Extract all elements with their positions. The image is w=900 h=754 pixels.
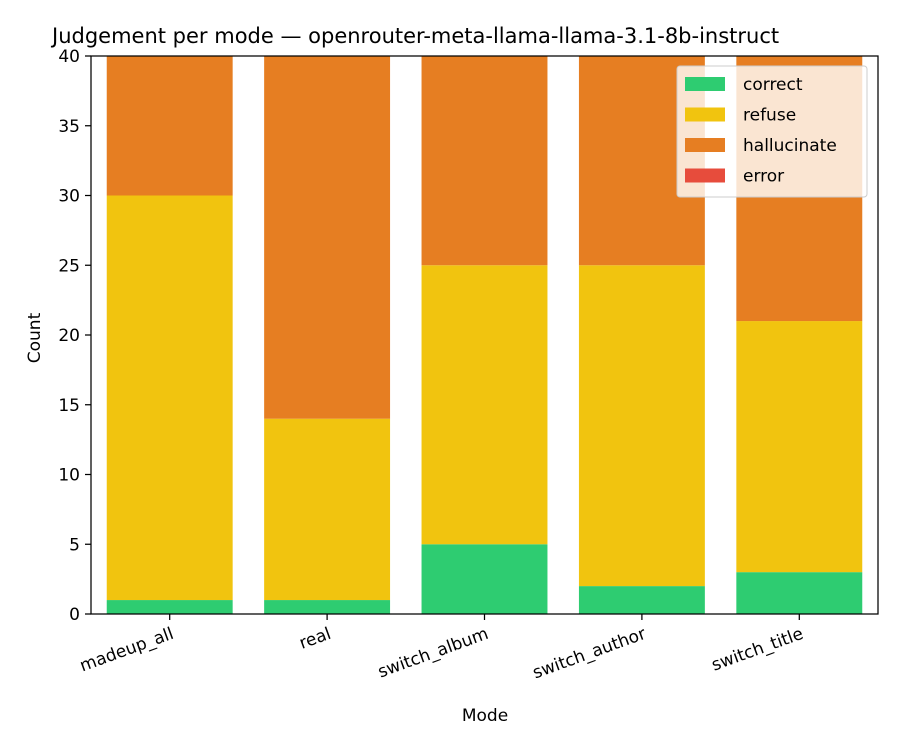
x-tick-label: switch_album: [375, 624, 491, 682]
y-tick-label: 0: [69, 605, 80, 625]
bar-hallucinate-madeup_all: [106, 56, 233, 196]
y-tick-label: 40: [58, 47, 80, 67]
x-axis-label: Mode: [462, 706, 508, 726]
legend: correct refuse hallucinate error: [676, 65, 868, 198]
legend-label-refuse: refuse: [743, 106, 796, 126]
chart-title: Judgement per mode — openrouter-meta-lla…: [50, 24, 779, 48]
bar-hallucinate-switch_album: [421, 56, 548, 266]
x-tick-label: switch_title: [709, 624, 806, 676]
legend-label-correct: correct: [743, 75, 803, 95]
y-axis-label: Count: [25, 312, 45, 363]
x-tick-label: real: [297, 624, 334, 654]
legend-swatch-refuse: [685, 107, 725, 122]
x-tick-label: switch_author: [530, 624, 648, 683]
bar-correct-real: [264, 600, 391, 614]
legend-box: [676, 65, 868, 198]
bar-refuse-switch_album: [421, 265, 548, 545]
bar-correct-switch_author: [578, 586, 705, 614]
bar-hallucinate-real: [264, 56, 391, 419]
y-tick-label: 35: [58, 117, 80, 137]
legend-swatch-error: [685, 168, 725, 183]
bar-refuse-switch_author: [578, 265, 705, 587]
y-tick-label: 30: [58, 187, 80, 207]
bar-refuse-madeup_all: [106, 195, 233, 601]
y-tick-label: 10: [58, 466, 80, 486]
y-tick-label: 15: [58, 396, 80, 416]
bar-correct-switch_album: [421, 544, 548, 614]
bar-correct-madeup_all: [106, 600, 233, 614]
y-tick-label: 20: [58, 326, 80, 346]
bars-layer: [106, 56, 863, 614]
x-axis: madeup_all real switch_album switch_author s…: [77, 614, 806, 683]
y-tick-label: 25: [58, 256, 80, 276]
y-axis: 0 5 10 15 20 25 30 35 40: [58, 47, 91, 625]
legend-label-error: error: [743, 167, 784, 187]
bar-refuse-switch_title: [736, 321, 863, 573]
bar-correct-switch_title: [736, 572, 863, 614]
y-tick-label: 5: [69, 535, 80, 555]
legend-swatch-hallucinate: [685, 138, 725, 152]
legend-swatch-correct: [685, 77, 725, 91]
bar-refuse-real: [264, 418, 391, 601]
legend-label-hallucinate: hallucinate: [743, 136, 837, 156]
x-tick-label: madeup_all: [77, 624, 176, 676]
